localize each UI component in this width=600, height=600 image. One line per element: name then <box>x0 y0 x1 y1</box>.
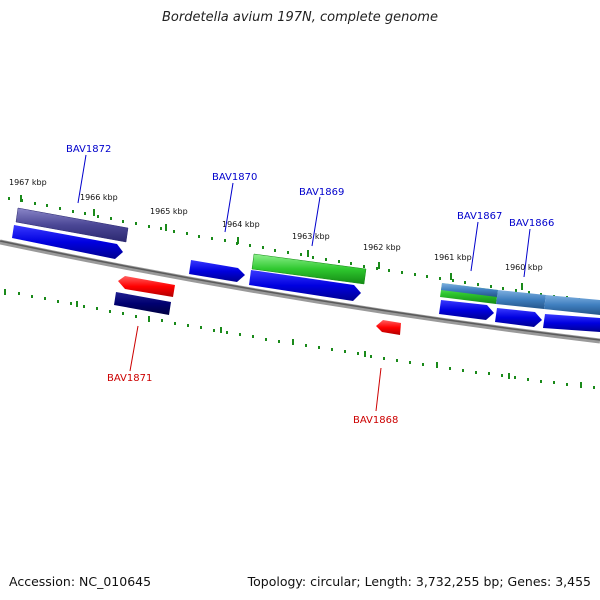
gene-label: BAV1867 <box>457 211 502 222</box>
scale-label: 1962 kbp <box>363 243 401 252</box>
gene-label: BAV1870 <box>212 172 257 183</box>
feature-track <box>15 207 600 315</box>
scale-label: 1965 kbp <box>150 207 188 216</box>
lower-scale-track <box>4 289 595 389</box>
reverse-genes-track <box>114 276 401 335</box>
gene-label: BAV1871 <box>107 373 152 384</box>
scale-label: 1967 kbp <box>9 178 47 187</box>
map-title: Bordetella avium 197N, complete genome <box>162 10 438 25</box>
scale-label: 1963 kbp <box>292 232 330 241</box>
scale-label: 1961 kbp <box>434 253 472 262</box>
gene-arrow[interactable] <box>12 225 123 259</box>
gene-arrow[interactable] <box>114 292 171 315</box>
scale-label: 1964 kbp <box>222 220 260 229</box>
gene-label: BAV1872 <box>66 144 111 155</box>
forward-genes-track <box>12 225 600 332</box>
scale-label: 1966 kbp <box>80 193 118 202</box>
gene-arrow[interactable] <box>249 270 361 301</box>
genome-summary-text: Topology: circular; Length: 3,732,255 bp… <box>247 574 591 589</box>
gene-arrow[interactable] <box>118 276 175 297</box>
gene-label: BAV1868 <box>353 415 398 426</box>
scale-label: 1960 kbp <box>505 263 543 272</box>
genome-backbone <box>0 239 600 344</box>
accession-text: Accession: NC_010645 <box>9 574 152 589</box>
label-leaders <box>77 154 531 412</box>
gene-arrow[interactable] <box>376 320 401 335</box>
gene-arrow[interactable] <box>189 260 245 282</box>
gene-arrow[interactable] <box>439 300 494 320</box>
gene-arrow[interactable] <box>543 314 600 332</box>
gene-label: BAV1869 <box>299 187 344 198</box>
gene-label: BAV1866 <box>509 218 554 229</box>
gene-arrow[interactable] <box>495 308 542 327</box>
